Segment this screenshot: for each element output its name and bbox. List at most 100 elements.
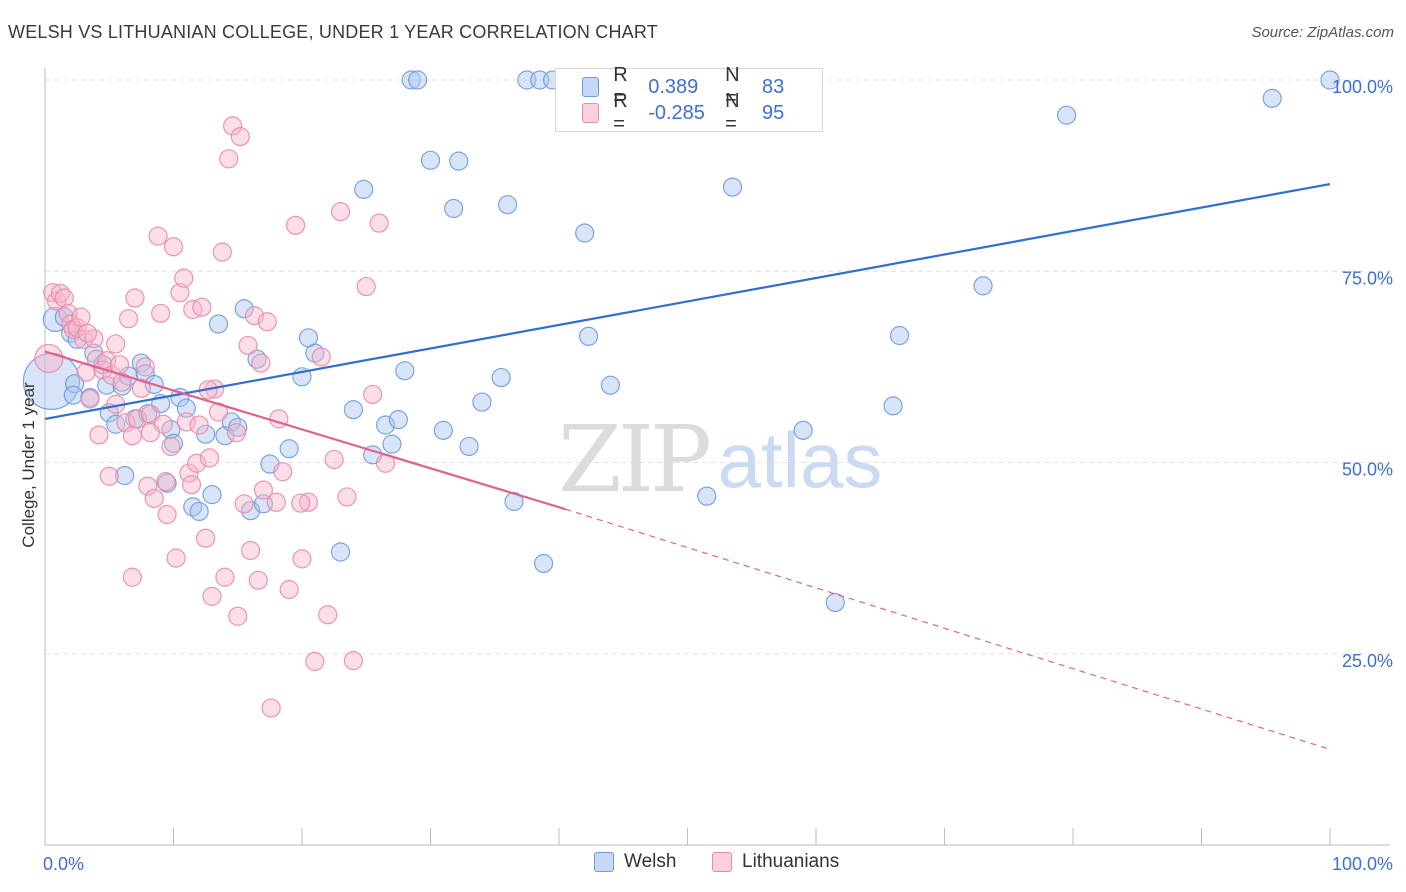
welsh-point [883,396,903,416]
lithuanian-point [54,288,74,308]
welsh-point [395,361,415,381]
welsh-point [375,415,396,435]
legend-row-welsh: R = 0.389 N = 83 [582,64,825,109]
y-axis-label: College, Under 1 year [19,382,38,548]
lithuanian-point [369,213,389,233]
lithuanian-point [140,423,160,443]
lithuanian-point [199,448,220,468]
welsh-point [498,195,518,215]
welsh-point [279,439,299,459]
lithuanian-point [226,423,247,443]
welsh-point [697,486,717,506]
welsh-point [202,485,222,505]
welsh-swatch [582,77,600,97]
welsh-point [1056,105,1077,125]
welsh-point [106,414,126,434]
watermark-zip: ZIP [558,406,709,513]
lithuanian-point [77,323,98,343]
welsh-point [354,179,374,199]
lithuanian-point [285,215,306,235]
lithuanian-point [157,504,177,525]
trend-lines [44,182,1331,750]
lithuanian-point [189,415,209,435]
welsh-trend-line [44,182,1331,420]
correlation-legend: R = 0.389 N = 83 R = -0.285 N = 95 [555,64,825,135]
lithuanian-point [174,268,194,288]
legend-item-lithuanians[interactable]: Lithuanians [712,851,839,873]
welsh-point [408,70,428,90]
lithuanian-point [253,480,274,500]
lithuanian-point [89,425,109,445]
lithuanian-point [356,276,376,297]
welsh-point [131,353,151,373]
watermark: ZIP atlas [558,406,882,513]
legend-r-value: -0.285 [648,101,705,124]
welsh-swatch [594,852,614,872]
lithuanian-point [318,605,338,625]
legend-item-welsh[interactable]: Welsh [594,851,676,873]
lithuanian-point [138,476,158,496]
lithuanian-point [163,237,184,257]
y-tick-labels: 25.0% 50.0% 75.0% 100.0% [1332,77,1393,671]
welsh-point [444,198,464,219]
lithuanian-points [34,116,396,718]
lithuanian-point [187,453,207,473]
welsh-point [221,412,241,432]
welsh-point [189,501,209,522]
lithuanian-point [151,303,171,323]
lithuanian-point [170,283,190,303]
lithuanian-swatch [582,103,600,123]
lithuanian-point [181,475,202,495]
welsh-point [533,553,554,574]
welsh-point [1262,88,1282,108]
lithuanian-point [261,698,281,718]
x-tick-labels: 0.0% 100.0% [43,854,1393,874]
lithuanian-point [161,436,181,457]
lithuanian-point [212,242,232,262]
legend-welsh-label: Welsh [624,851,677,872]
welsh-point [889,325,910,346]
welsh-point [157,473,177,493]
chart-source: Source: ZipAtlas.com [1251,24,1394,41]
lithuanian-swatch [712,852,732,872]
x-tick-label: 0.0% [43,854,84,874]
welsh-point [343,400,363,420]
lithuanian-point [166,548,186,568]
legend-r-label: R = [613,90,628,135]
lithuanian-point [80,389,100,409]
lithuanian-point [337,487,357,507]
legend-r-label: R = [613,64,628,109]
legend-r-value: 0.389 [648,75,699,98]
welsh-point [722,177,743,197]
welsh-points [22,70,1340,613]
y-tick-label: 100.0% [1332,77,1393,97]
x-tick-label: 100.0% [1332,854,1393,874]
lithuanian-point [279,579,299,600]
lithuanian-point [257,312,277,332]
lithuanian-point [196,528,216,548]
axes [44,68,1390,846]
welsh-point [491,367,511,388]
welsh-point [433,420,453,440]
lithuanian-point [273,462,293,482]
watermark-atlas: atlas [718,416,883,504]
lithuanian-point [122,567,142,587]
lithuanian-point [112,372,132,392]
lithuanian-point [251,353,271,373]
lithuanian-point [223,116,243,136]
welsh-point [420,150,441,170]
welsh-point [247,349,267,369]
lithuanian-point [330,201,351,222]
welsh-point [115,465,135,486]
lithuanian-point [122,426,142,446]
lithuanian-point [292,549,312,569]
welsh-point [330,542,351,562]
lithuanian-point [144,488,164,509]
lithuanian-point [156,472,176,492]
lithuanian-point [99,466,119,486]
lithuanian-point [266,492,286,512]
welsh-point [1320,70,1340,90]
lithuanian-point [106,334,126,354]
legend-n-value: 83 [762,75,785,98]
lithuanian-point [202,586,222,606]
